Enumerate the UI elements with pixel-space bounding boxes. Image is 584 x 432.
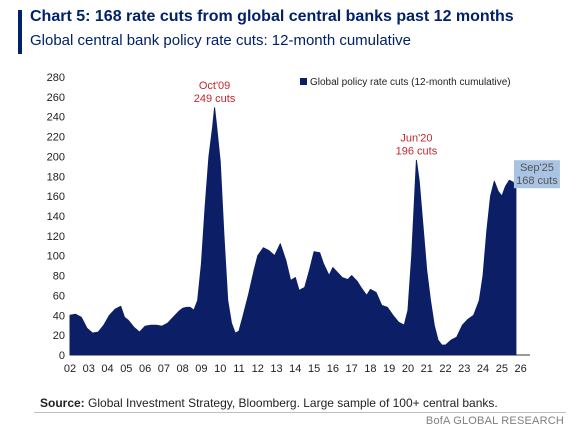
x-tick-label: 09 xyxy=(195,363,207,375)
y-tick-label: 260 xyxy=(47,92,65,104)
y-tick-label: 120 xyxy=(47,231,65,243)
source-note: Source: Global Investment Strategy, Bloo… xyxy=(40,396,498,410)
x-tick-label: 17 xyxy=(346,363,358,375)
annotation-highlight-box xyxy=(513,160,560,189)
x-tick-label: 11 xyxy=(233,363,244,375)
y-tick-label: 100 xyxy=(47,251,65,263)
series-area xyxy=(69,107,517,356)
chart-svg: 0204060801001201401601802002202402602800… xyxy=(47,72,560,375)
x-tick-label: 05 xyxy=(120,363,132,375)
x-tick-label: 18 xyxy=(364,363,376,375)
y-tick-label: 140 xyxy=(47,211,65,223)
y-tick-label: 80 xyxy=(53,271,65,283)
x-tick-label: 22 xyxy=(439,363,451,375)
x-tick-label: 15 xyxy=(308,363,320,375)
y-tick-label: 280 xyxy=(47,72,65,84)
annotation-value: 249 cuts xyxy=(194,93,236,105)
x-tick-label: 19 xyxy=(383,363,395,375)
x-tick-label: 24 xyxy=(477,363,489,375)
x-tick-label: 23 xyxy=(458,363,470,375)
legend-label: Global policy rate cuts (12-month cumula… xyxy=(310,77,511,88)
y-tick-label: 200 xyxy=(47,151,65,163)
y-tick-label: 240 xyxy=(47,112,65,124)
source-text: Global Investment Strategy, Bloomberg. L… xyxy=(88,396,498,410)
chart-subtitle: Global central bank policy rate cuts: 12… xyxy=(30,32,412,49)
source-label: Source: xyxy=(40,396,85,410)
annotation-label: Sep'25 xyxy=(520,162,554,174)
y-tick-label: 180 xyxy=(47,171,65,183)
y-tick-label: 20 xyxy=(53,330,65,342)
y-tick-label: 40 xyxy=(53,310,65,322)
x-tick-label: 03 xyxy=(83,363,95,375)
y-tick-label: 160 xyxy=(47,191,65,203)
x-tick-label: 08 xyxy=(177,363,189,375)
x-tick-label: 02 xyxy=(64,363,76,375)
x-tick-label: 14 xyxy=(289,363,301,375)
x-tick-label: 07 xyxy=(158,363,170,375)
x-tick-label: 13 xyxy=(270,363,282,375)
annotation-label: Oct'09 xyxy=(199,80,230,92)
x-tick-label: 20 xyxy=(402,363,414,375)
y-tick-label: 0 xyxy=(59,350,65,362)
annotation-value: 196 cuts xyxy=(396,145,438,157)
x-tick-label: 26 xyxy=(514,363,526,375)
y-tick-label: 60 xyxy=(53,290,65,302)
x-tick-label: 04 xyxy=(101,363,113,375)
legend-swatch xyxy=(300,78,307,85)
annotation-value: 168 cuts xyxy=(516,175,558,187)
brand-label: BofA GLOBAL RESEARCH xyxy=(425,415,564,427)
x-tick-label: 06 xyxy=(139,363,151,375)
annotation-label: Jun'20 xyxy=(400,132,432,144)
x-tick-label: 12 xyxy=(252,363,264,375)
x-tick-label: 25 xyxy=(496,363,508,375)
chart-title: Chart 5: 168 rate cuts from global centr… xyxy=(30,8,514,25)
x-tick-label: 21 xyxy=(421,363,433,375)
footer-divider xyxy=(34,412,566,413)
x-tick-label: 16 xyxy=(327,363,339,375)
title-accent-bar xyxy=(18,10,22,54)
x-tick-label: 10 xyxy=(214,363,226,375)
y-tick-label: 220 xyxy=(47,132,65,144)
